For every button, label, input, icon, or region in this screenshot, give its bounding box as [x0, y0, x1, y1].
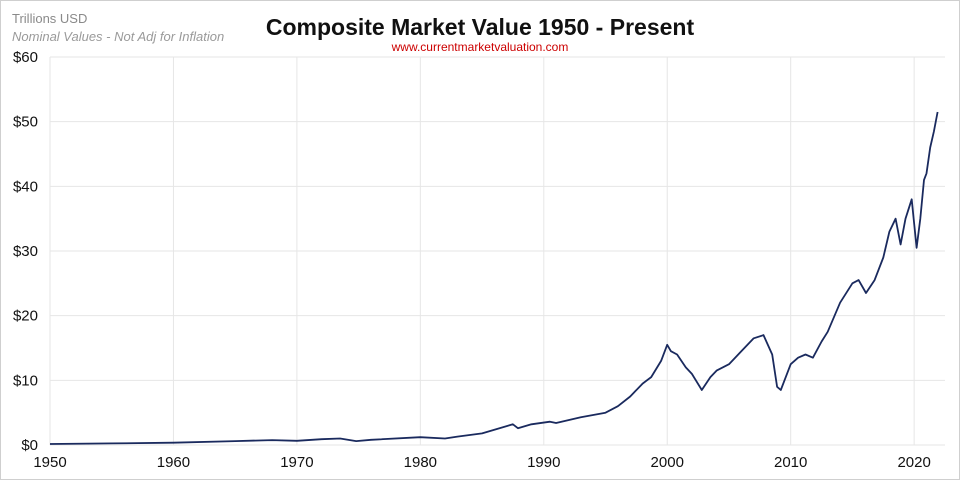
units-label: Trillions USD — [12, 11, 88, 26]
market-value-line — [49, 111, 939, 445]
x-axis-tick-labels: 1950 1960 1970 1980 1990 2000 2010 2020 — [33, 454, 931, 471]
y-tick-label: $0 — [21, 437, 38, 454]
x-tick-label: 1990 — [527, 454, 560, 471]
source-link[interactable]: www.currentmarketvaluation.com — [391, 40, 569, 54]
chart-title: Composite Market Value 1950 - Present — [265, 14, 695, 40]
x-tick-label: 1960 — [157, 454, 190, 471]
series-group — [49, 111, 939, 445]
y-tick-label: $20 — [13, 308, 38, 325]
y-tick-label: $10 — [13, 372, 38, 389]
y-tick-label: $50 — [13, 114, 38, 131]
x-tick-label: 2000 — [651, 454, 684, 471]
y-axis-tick-labels: $0 $10 $20 $30 $40 $50 $60 — [13, 49, 38, 454]
y-tick-label: $60 — [13, 49, 38, 66]
x-tick-label: 2020 — [897, 454, 930, 471]
y-tick-label: $40 — [13, 178, 38, 195]
y-tick-label: $30 — [13, 243, 38, 260]
inflation-note: Nominal Values - Not Adj for Inflation — [12, 29, 225, 44]
x-tick-label: 1980 — [404, 454, 437, 471]
x-tick-label: 1950 — [33, 454, 66, 471]
x-tick-label: 1970 — [280, 454, 313, 471]
x-tick-label: 2010 — [774, 454, 807, 471]
grid-lines — [49, 56, 945, 446]
